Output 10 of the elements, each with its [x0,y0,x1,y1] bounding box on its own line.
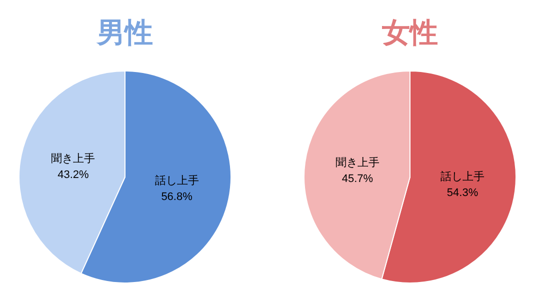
chart-title: 男性 [96,16,153,49]
data-label: 56.8% [161,191,193,204]
data-label: 45.7% [342,172,374,185]
slice-label: 話し上手 [154,174,199,188]
slice-label: 聞き上手 [51,152,96,165]
slice-label: 話し上手 [440,170,485,184]
data-label: 43.2% [58,168,90,181]
data-label: 54.3% [446,187,478,200]
chart-title: 女性 [381,16,438,49]
slice-label: 聞き上手 [335,156,380,169]
